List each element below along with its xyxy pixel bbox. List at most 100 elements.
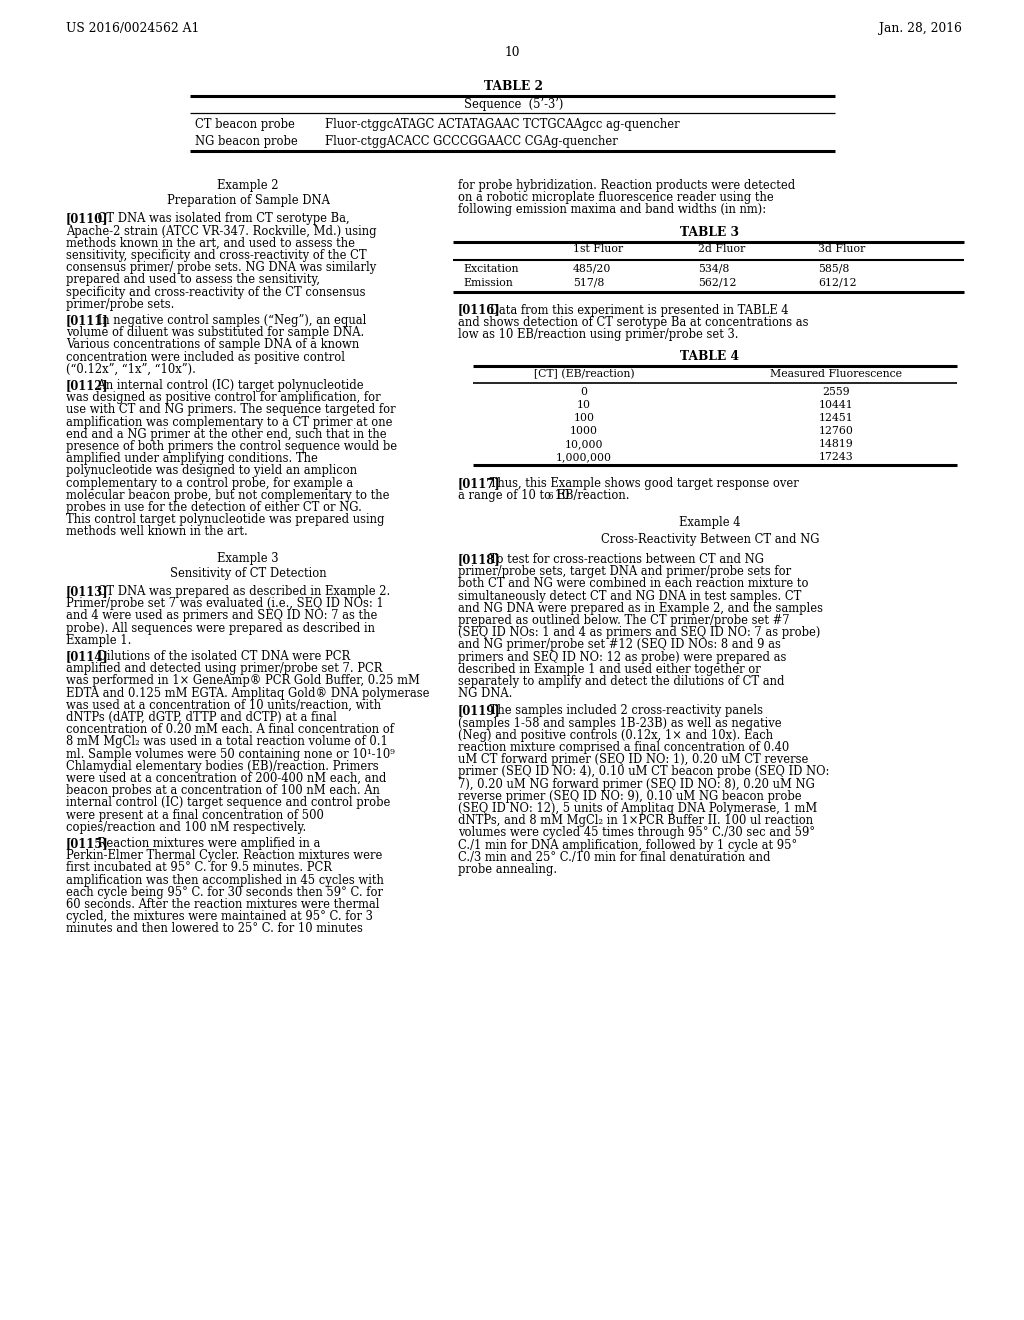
Text: [0115]: [0115] [66, 837, 109, 850]
Text: volume of diluent was substituted for sample DNA.: volume of diluent was substituted for sa… [66, 326, 365, 339]
Text: 10,000: 10,000 [565, 440, 603, 449]
Text: Preparation of Sample DNA: Preparation of Sample DNA [167, 194, 330, 207]
Text: copies/reaction and 100 nM respectively.: copies/reaction and 100 nM respectively. [66, 821, 306, 834]
Text: Dilutions of the isolated CT DNA were PCR: Dilutions of the isolated CT DNA were PC… [94, 649, 350, 663]
Text: C./1 min for DNA amplification, followed by 1 cycle at 95°: C./1 min for DNA amplification, followed… [458, 838, 798, 851]
Text: were used at a concentration of 200-400 nM each, and: were used at a concentration of 200-400 … [66, 772, 386, 785]
Text: (“0.12x”, “1x”, “10x”).: (“0.12x”, “1x”, “10x”). [66, 363, 196, 376]
Text: amplification was complementary to a CT primer at one: amplification was complementary to a CT … [66, 416, 392, 429]
Text: (samples 1-58 and samples 1B-23B) as well as negative: (samples 1-58 and samples 1B-23B) as wel… [458, 717, 781, 730]
Text: 0: 0 [581, 387, 588, 397]
Text: dNTPs, and 8 mM MgCl₂ in 1×PCR Buffer II. 100 ul reaction: dNTPs, and 8 mM MgCl₂ in 1×PCR Buffer II… [458, 814, 813, 828]
Text: Primer/probe set 7 was evaluated (i.e., SEQ ID NOs: 1: Primer/probe set 7 was evaluated (i.e., … [66, 597, 384, 610]
Text: and 4 were used as primers and SEQ ID NO: 7 as the: and 4 were used as primers and SEQ ID NO… [66, 610, 378, 623]
Text: [0119]: [0119] [458, 705, 501, 717]
Text: The samples included 2 cross-reactivity panels: The samples included 2 cross-reactivity … [486, 705, 763, 717]
Text: Data from this experiment is presented in TABLE 4: Data from this experiment is presented i… [486, 304, 788, 317]
Text: 17243: 17243 [818, 453, 853, 462]
Text: 7), 0.20 uM NG forward primer (SEQ ID NO: 8), 0.20 uM NG: 7), 0.20 uM NG forward primer (SEQ ID NO… [458, 777, 815, 791]
Text: simultaneously detect CT and NG DNA in test samples. CT: simultaneously detect CT and NG DNA in t… [458, 590, 802, 603]
Text: end and a NG primer at the other end, such that in the: end and a NG primer at the other end, su… [66, 428, 387, 441]
Text: presence of both primers the control sequence would be: presence of both primers the control seq… [66, 440, 397, 453]
Text: CT beacon probe: CT beacon probe [195, 117, 295, 131]
Text: Fluor-ctggACACC GCCCGGAACC CGAg-quencher: Fluor-ctggACACC GCCCGGAACC CGAg-quencher [325, 135, 617, 148]
Text: probe). All sequences were prepared as described in: probe). All sequences were prepared as d… [66, 622, 375, 635]
Text: An internal control (IC) target polynucleotide: An internal control (IC) target polynucl… [94, 379, 364, 392]
Text: primer (SEQ ID NO: 4), 0.10 uM CT beacon probe (SEQ ID NO:: primer (SEQ ID NO: 4), 0.10 uM CT beacon… [458, 766, 829, 779]
Text: Example 4: Example 4 [679, 516, 740, 528]
Text: 612/12: 612/12 [818, 277, 857, 288]
Text: beacon probes at a concentration of 100 nM each. An: beacon probes at a concentration of 100 … [66, 784, 380, 797]
Text: and NG primer/probe set #12 (SEQ ID NOs: 8 and 9 as: and NG primer/probe set #12 (SEQ ID NOs:… [458, 639, 781, 651]
Text: 8 mM MgCl₂ was used in a total reaction volume of 0.1: 8 mM MgCl₂ was used in a total reaction … [66, 735, 388, 748]
Text: polynucleotide was designed to yield an amplicon: polynucleotide was designed to yield an … [66, 465, 357, 478]
Text: 485/20: 485/20 [573, 264, 611, 273]
Text: reaction mixture comprised a final concentration of 0.40: reaction mixture comprised a final conce… [458, 741, 790, 754]
Text: amplified and detected using primer/probe set 7. PCR: amplified and detected using primer/prob… [66, 663, 383, 676]
Text: US 2016/0024562 A1: US 2016/0024562 A1 [66, 22, 200, 36]
Text: Sequence  (5’-3’): Sequence (5’-3’) [464, 98, 563, 111]
Text: was performed in 1× GeneAmp® PCR Gold Buffer, 0.25 mM: was performed in 1× GeneAmp® PCR Gold Bu… [66, 675, 420, 688]
Text: EDTA and 0.125 mM EGTA. Amplitaq Gold® DNA polymerase: EDTA and 0.125 mM EGTA. Amplitaq Gold® D… [66, 686, 429, 700]
Text: 1st Fluor: 1st Fluor [573, 244, 624, 253]
Text: 534/8: 534/8 [698, 264, 729, 273]
Text: specificity and cross-reactivity of the CT consensus: specificity and cross-reactivity of the … [66, 285, 366, 298]
Text: 3d Fluor: 3d Fluor [818, 244, 865, 253]
Text: Example 3: Example 3 [217, 552, 279, 565]
Text: methods known in the art, and used to assess the: methods known in the art, and used to as… [66, 236, 355, 249]
Text: NG DNA.: NG DNA. [458, 688, 512, 700]
Text: [0110]: [0110] [66, 213, 109, 226]
Text: (Neg) and positive controls (0.12x, 1× and 10x). Each: (Neg) and positive controls (0.12x, 1× a… [458, 729, 773, 742]
Text: 100: 100 [573, 413, 595, 424]
Text: Chlamydial elementary bodies (EB)/reaction. Primers: Chlamydial elementary bodies (EB)/reacti… [66, 760, 379, 772]
Text: primer/probe sets, target DNA and primer/probe sets for: primer/probe sets, target DNA and primer… [458, 565, 792, 578]
Text: Perkin-Elmer Thermal Cycler. Reaction mixtures were: Perkin-Elmer Thermal Cycler. Reaction mi… [66, 849, 382, 862]
Text: ml. Sample volumes were 50 containing none or 10¹-10⁹: ml. Sample volumes were 50 containing no… [66, 747, 394, 760]
Text: 585/8: 585/8 [818, 264, 849, 273]
Text: and shows detection of CT serotype Ba at concentrations as: and shows detection of CT serotype Ba at… [458, 315, 809, 329]
Text: reverse primer (SEQ ID NO: 9), 0.10 uM NG beacon probe: reverse primer (SEQ ID NO: 9), 0.10 uM N… [458, 789, 802, 803]
Text: primers and SEQ ID NO: 12 as probe) were prepared as: primers and SEQ ID NO: 12 as probe) were… [458, 651, 786, 664]
Text: 14819: 14819 [818, 440, 853, 449]
Text: CT DNA was isolated from CT serotype Ba,: CT DNA was isolated from CT serotype Ba, [94, 213, 350, 226]
Text: (SEQ ID NOs: 1 and 4 as primers and SEQ ID NO: 7 as probe): (SEQ ID NOs: 1 and 4 as primers and SEQ … [458, 626, 820, 639]
Text: 10441: 10441 [818, 400, 853, 411]
Text: NG beacon probe: NG beacon probe [195, 135, 298, 148]
Text: uM CT forward primer (SEQ ID NO: 1), 0.20 uM CT reverse: uM CT forward primer (SEQ ID NO: 1), 0.2… [458, 754, 808, 766]
Text: 517/8: 517/8 [573, 277, 604, 288]
Text: molecular beacon probe, but not complementary to the: molecular beacon probe, but not compleme… [66, 488, 389, 502]
Text: minutes and then lowered to 25° C. for 10 minutes: minutes and then lowered to 25° C. for 1… [66, 923, 362, 936]
Text: CT DNA was prepared as described in Example 2.: CT DNA was prepared as described in Exam… [94, 585, 390, 598]
Text: Fluor-ctggcATAGC ACTATAGAAC TCTGCAAgcc ag-quencher: Fluor-ctggcATAGC ACTATAGAAC TCTGCAAgcc a… [325, 117, 680, 131]
Text: [0112]: [0112] [66, 379, 109, 392]
Text: 10: 10 [577, 400, 591, 411]
Text: Reaction mixtures were amplified in a: Reaction mixtures were amplified in a [94, 837, 321, 850]
Text: C./3 min and 25° C./10 min for final denaturation and: C./3 min and 25° C./10 min for final den… [458, 851, 770, 863]
Text: Example 2: Example 2 [217, 180, 279, 191]
Text: 60 seconds. After the reaction mixtures were thermal: 60 seconds. After the reaction mixtures … [66, 898, 380, 911]
Text: To test for cross-reactions between CT and NG: To test for cross-reactions between CT a… [486, 553, 764, 566]
Text: a range of 10 to 10: a range of 10 to 10 [458, 490, 569, 503]
Text: probes in use for the detection of either CT or NG.: probes in use for the detection of eithe… [66, 502, 361, 513]
Text: were present at a final concentration of 500: were present at a final concentration of… [66, 809, 324, 821]
Text: [0114]: [0114] [66, 649, 109, 663]
Text: 1,000,000: 1,000,000 [556, 453, 612, 462]
Text: 2559: 2559 [822, 387, 850, 397]
Text: probe annealing.: probe annealing. [458, 863, 557, 876]
Text: volumes were cycled 45 times through 95° C./30 sec and 59°: volumes were cycled 45 times through 95°… [458, 826, 815, 840]
Text: 562/12: 562/12 [698, 277, 736, 288]
Text: Emission: Emission [463, 277, 513, 288]
Text: 12451: 12451 [818, 413, 853, 424]
Text: cycled, the mixtures were maintained at 95° C. for 3: cycled, the mixtures were maintained at … [66, 911, 373, 923]
Text: use with CT and NG primers. The sequence targeted for: use with CT and NG primers. The sequence… [66, 404, 395, 416]
Text: Measured Fluorescence: Measured Fluorescence [770, 370, 902, 379]
Text: 1000: 1000 [570, 426, 598, 436]
Text: TABLE 2: TABLE 2 [484, 81, 544, 92]
Text: amplification was then accomplished in 45 cycles with: amplification was then accomplished in 4… [66, 874, 384, 887]
Text: Apache-2 strain (ATCC VR-347. Rockville, Md.) using: Apache-2 strain (ATCC VR-347. Rockville,… [66, 224, 377, 238]
Text: following emission maxima and band widths (in nm):: following emission maxima and band width… [458, 203, 766, 216]
Text: separately to amplify and detect the dilutions of CT and: separately to amplify and detect the dil… [458, 675, 784, 688]
Text: 6: 6 [547, 492, 553, 502]
Text: methods well known in the art.: methods well known in the art. [66, 525, 248, 539]
Text: amplified under amplifying conditions. The: amplified under amplifying conditions. T… [66, 453, 317, 465]
